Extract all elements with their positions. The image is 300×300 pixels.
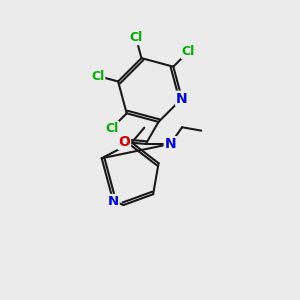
Text: O: O	[118, 135, 130, 149]
Text: Cl: Cl	[91, 70, 104, 83]
Text: N: N	[108, 195, 119, 208]
Text: Cl: Cl	[105, 122, 119, 135]
Text: Cl: Cl	[182, 45, 195, 58]
Text: N: N	[176, 92, 188, 106]
Text: Cl: Cl	[129, 31, 142, 44]
Text: N: N	[165, 137, 176, 151]
